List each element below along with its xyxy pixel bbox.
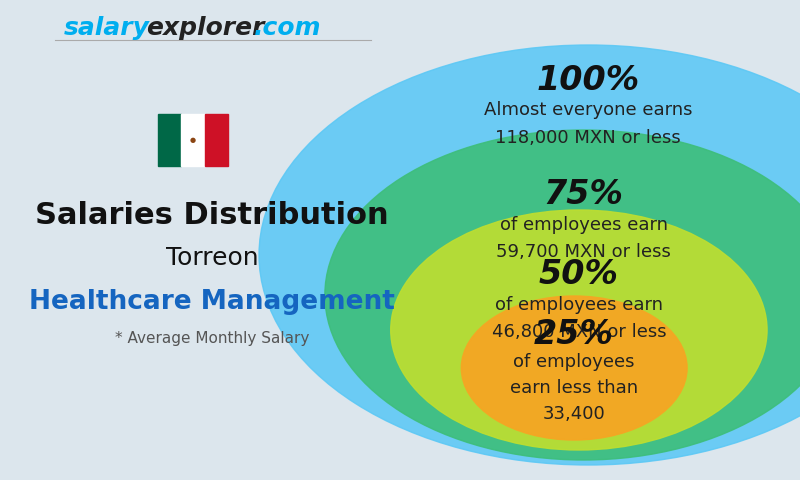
Text: Healthcare Management: Healthcare Management bbox=[29, 289, 395, 315]
Text: salary: salary bbox=[64, 16, 150, 40]
Text: of employees earn: of employees earn bbox=[495, 296, 663, 314]
Bar bbox=[205, 114, 229, 166]
Text: .com: .com bbox=[254, 16, 322, 40]
Text: of employees: of employees bbox=[514, 353, 635, 371]
Text: Torreon: Torreon bbox=[166, 246, 258, 270]
Text: * Average Monthly Salary: * Average Monthly Salary bbox=[114, 331, 309, 346]
Ellipse shape bbox=[462, 296, 687, 440]
Text: Almost everyone earns: Almost everyone earns bbox=[484, 101, 693, 119]
Text: of employees earn: of employees earn bbox=[500, 216, 668, 234]
Text: 75%: 75% bbox=[544, 179, 624, 212]
Text: explorer: explorer bbox=[146, 16, 265, 40]
Ellipse shape bbox=[325, 130, 800, 460]
Ellipse shape bbox=[390, 210, 767, 450]
Text: 50%: 50% bbox=[539, 259, 619, 291]
Text: 118,000 MXN or less: 118,000 MXN or less bbox=[495, 129, 681, 147]
Text: ●: ● bbox=[190, 137, 196, 143]
Text: 46,800 MXN or less: 46,800 MXN or less bbox=[491, 323, 666, 341]
Text: 33,400: 33,400 bbox=[543, 405, 606, 423]
Bar bbox=[182, 114, 205, 166]
Text: 100%: 100% bbox=[537, 63, 640, 96]
Bar bbox=[158, 114, 182, 166]
Text: 25%: 25% bbox=[534, 319, 614, 351]
Text: earn less than: earn less than bbox=[510, 379, 638, 397]
Text: 59,700 MXN or less: 59,700 MXN or less bbox=[496, 243, 671, 261]
Ellipse shape bbox=[259, 45, 800, 465]
Text: Salaries Distribution: Salaries Distribution bbox=[35, 201, 389, 229]
